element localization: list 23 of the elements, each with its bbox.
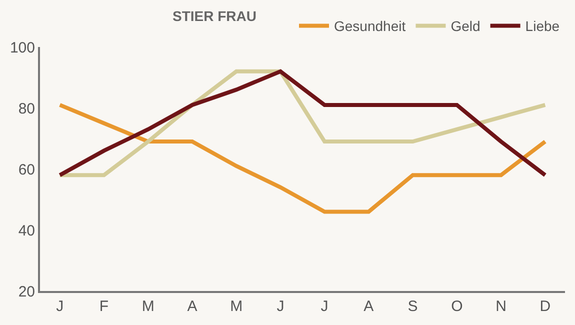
- x-tick-label: M: [142, 298, 154, 315]
- y-tick-label: 20: [18, 283, 35, 300]
- line-series: [58, 69, 548, 178]
- x-tick-label: F: [99, 298, 109, 315]
- x-tick-label: D: [540, 298, 551, 315]
- x-tick-label: J: [276, 298, 284, 315]
- x-tick-label: M: [230, 298, 243, 315]
- x-tick-label: S: [408, 298, 418, 315]
- legend-label: Gesundheit: [334, 18, 406, 34]
- legend-label: Geld: [450, 18, 480, 34]
- x-tick-label: J: [56, 298, 64, 315]
- legend-label: Liebe: [525, 18, 560, 34]
- x-tick-label: O: [451, 298, 463, 315]
- y-tick-label: 40: [18, 222, 35, 240]
- x-tick-label: N: [496, 298, 506, 315]
- y-tick-label: 100: [10, 39, 35, 56]
- line-series: [58, 102, 548, 214]
- y-tick-label: 60: [18, 161, 35, 178]
- chart-title: STIER FRAU: [172, 8, 256, 24]
- x-tick-label: A: [187, 298, 198, 315]
- x-tick-label: A: [364, 298, 374, 315]
- y-tick-label: 80: [18, 100, 35, 118]
- x-tick-label: J: [320, 298, 328, 315]
